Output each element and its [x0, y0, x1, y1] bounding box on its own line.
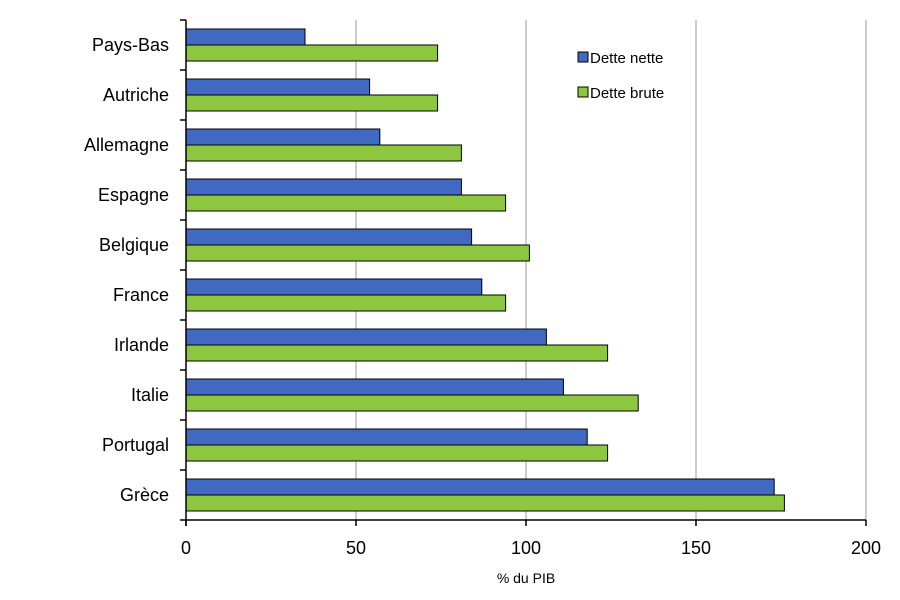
axes	[180, 19, 867, 526]
category-label: Irlande	[114, 335, 169, 355]
category-label: Allemagne	[84, 135, 169, 155]
bar-dette-nette	[185, 228, 473, 246]
category-label: Grèce	[120, 485, 169, 505]
bar-dette-brute	[185, 294, 507, 312]
bar-dette-nette	[185, 28, 306, 46]
category-label: Belgique	[99, 235, 169, 255]
x-tick-label: 200	[851, 538, 881, 558]
bar-dette-brute	[185, 44, 439, 62]
category-labels: Pays-Bas Autriche Allemagne Espagne Belgique…	[84, 35, 169, 505]
bar-dette-nette	[185, 78, 371, 96]
bar-dette-brute	[185, 244, 530, 262]
legend-swatch	[577, 86, 589, 98]
x-tick-label: 150	[681, 538, 711, 558]
bar-dette-brute	[185, 394, 639, 412]
bar-dette-nette	[185, 328, 547, 346]
bar-dette-nette	[185, 478, 775, 496]
tick-labels: 0 50 100 150 200	[181, 538, 881, 558]
category-label: Espagne	[98, 185, 169, 205]
bar-dette-brute	[185, 494, 785, 512]
bar-dette-nette	[185, 278, 483, 296]
category-label: Pays-Bas	[92, 35, 169, 55]
bar-dette-nette	[185, 178, 462, 196]
legend-label: Dette brute	[590, 85, 664, 102]
category-label: Autriche	[103, 85, 169, 105]
bar-dette-nette	[185, 428, 588, 446]
bar-dette-brute	[185, 94, 439, 112]
x-tick-label: 100	[511, 538, 541, 558]
category-label: France	[113, 285, 169, 305]
bar-dette-brute	[185, 444, 609, 462]
legend-label: Dette nette	[590, 50, 663, 67]
legend: Dette nette Dette brute	[577, 50, 664, 102]
bar-dette-brute	[185, 144, 462, 162]
category-label: Italie	[131, 385, 169, 405]
x-tick-label: 0	[181, 538, 191, 558]
bar-dette-brute	[185, 194, 507, 212]
x-axis-label: % du PIB	[497, 570, 555, 586]
bar-dette-brute	[185, 344, 609, 362]
bar-dette-nette	[185, 378, 564, 396]
bars	[185, 28, 785, 512]
category-label: Portugal	[102, 435, 169, 455]
legend-swatch	[577, 51, 589, 63]
bar-dette-nette	[185, 128, 381, 146]
x-tick-label: 50	[346, 538, 366, 558]
